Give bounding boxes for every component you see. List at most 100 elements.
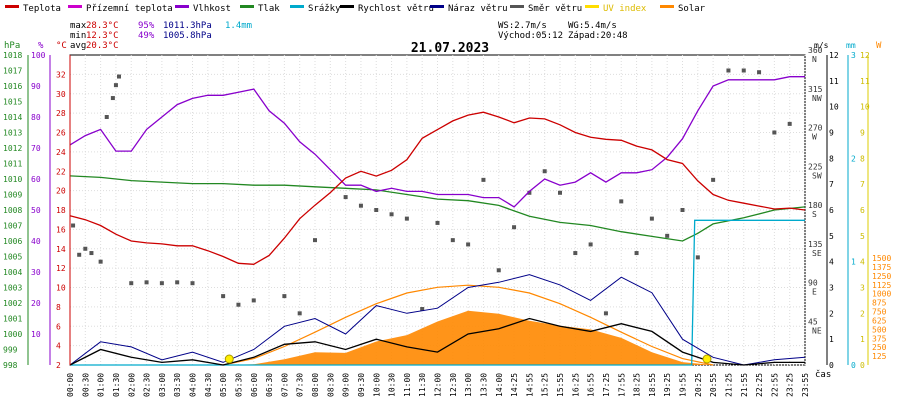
wind-dir-dot <box>282 294 287 299</box>
solar-tick-label: 1125 <box>872 281 891 290</box>
solar-tick-label: 1000 <box>872 290 891 299</box>
solar-axis-unit: W <box>876 41 882 51</box>
sunrise-info: Východ:05:12 <box>498 31 563 41</box>
x-tick-label: 16:25 <box>571 373 580 397</box>
x-tick-label: 19:25 <box>663 373 672 397</box>
stat-min-pressure: 1005.8hPa <box>163 31 212 41</box>
wind-speed-info: WS:2.7m/s <box>498 21 547 31</box>
wind-dir-dot <box>695 255 700 260</box>
x-axis-unit: čas <box>815 369 831 380</box>
rain-line <box>70 219 805 366</box>
wind-dir-dot <box>542 169 547 174</box>
solar-tick-label: 875 <box>872 299 887 308</box>
hpa-tick-label: 1009 <box>3 191 22 200</box>
ms-tick-label: 3 <box>829 284 834 293</box>
x-tick-label: 00:00 <box>66 373 75 397</box>
temp-tick-label: 28 <box>56 109 66 118</box>
legend-label: Srážky <box>308 4 341 14</box>
legend-label: Teplota <box>23 4 61 14</box>
wind-dir-tick-label: NW <box>812 94 822 103</box>
temp-tick-label: 16 <box>56 225 66 234</box>
solar-tick-label: 625 <box>872 316 887 325</box>
x-tick-label: 04:30 <box>204 373 213 397</box>
wind-dir-dot <box>113 83 118 88</box>
x-tick-label: 22:25 <box>755 373 764 397</box>
x-tick-label: 02:30 <box>143 373 152 397</box>
percent-axis-unit: % <box>38 41 44 51</box>
stats-block: max 28.3°C 95% 1011.3hPa 1.4mm min 12.3°… <box>70 21 252 51</box>
wind-dir-dot <box>190 281 195 286</box>
wind-dir-dot <box>221 294 226 299</box>
legend-swatch <box>175 5 189 8</box>
wind-dir-dot <box>129 281 134 286</box>
wind-dir-dot <box>110 96 115 101</box>
wind-dir-dot <box>496 268 501 273</box>
wind-speed-line <box>69 317 805 366</box>
x-tick-label: 05:00 <box>219 373 228 397</box>
legend-swatch <box>430 5 444 8</box>
gust-line <box>69 274 806 366</box>
axes: 00:00 00:30 01:00 01:30 02:00 02:30 03:00 03:30… <box>3 41 891 397</box>
percent-tick-label: 90 <box>31 82 41 91</box>
wind-info: WS:2.7m/s WG:5.4m/s Východ:05:12 Západ:2… <box>498 21 628 41</box>
wind-dir-tick-label: NE <box>812 326 822 335</box>
hpa-axis-unit: hPa <box>4 41 20 51</box>
hpa-tick-label: 1010 <box>3 175 22 184</box>
chart-title: 21.07.2023 <box>411 41 489 56</box>
wind-dir-dot <box>297 311 302 316</box>
wind-dir-dot <box>313 238 317 243</box>
wind-dir-tick-label: SW <box>812 171 822 180</box>
wind-dir-tick-deg: 135 <box>808 240 823 249</box>
x-tick-label: 01:30 <box>112 373 121 397</box>
uv-tick-label: 3 <box>860 284 865 293</box>
legend-swatch <box>5 5 19 8</box>
wind-dir-dot <box>558 190 562 195</box>
wind-dir-dot <box>741 68 746 73</box>
stat-avg-label: avg <box>70 41 86 51</box>
percent-tick-label: 10 <box>31 330 41 339</box>
x-tick-label: 07:30 <box>296 373 305 397</box>
x-tick-label: 14:25 <box>510 373 519 397</box>
ms-tick-label: 10 <box>829 103 839 112</box>
stat-min-temp: 12.3°C <box>86 31 119 41</box>
percent-tick-label: 60 <box>31 175 41 184</box>
temp-tick-label: 26 <box>56 129 66 138</box>
stat-avg-temp: 20.3°C <box>86 41 119 51</box>
mm-axis-unit: mm <box>846 41 856 50</box>
wind-dir-dot <box>374 208 379 212</box>
temperature-line <box>69 111 806 265</box>
uv-tick-label: 2 <box>860 309 865 318</box>
temp-tick-label: 30 <box>56 90 66 99</box>
wind-dir-dot <box>358 203 363 208</box>
hpa-tick-label: 1017 <box>3 67 22 76</box>
ms-tick-label: 9 <box>829 129 834 138</box>
legend-label: UV index <box>603 4 647 14</box>
uv-tick-label: 8 <box>860 154 865 163</box>
wind-dir-dot <box>98 259 103 264</box>
legend-swatch <box>68 5 82 8</box>
legend-swatch <box>290 5 304 8</box>
x-tick-label: 16:55 <box>587 373 596 397</box>
x-tick-label: 04:00 <box>189 373 198 397</box>
x-tick-label: 18:25 <box>633 373 642 397</box>
wind-dir-dot <box>236 302 241 307</box>
wind-dir-dot <box>573 251 578 256</box>
hpa-tick-label: 1012 <box>3 144 22 153</box>
x-tick-label: 12:30 <box>449 373 458 397</box>
ms-tick-label: 1 <box>829 335 834 344</box>
stat-min-humidity: 49% <box>138 31 155 41</box>
x-tick-label: 23:55 <box>801 373 810 397</box>
hpa-tick-label: 1013 <box>3 129 22 138</box>
x-tick-label: 21:55 <box>740 373 749 397</box>
x-tick-label: 18:55 <box>648 373 657 397</box>
humidity-line <box>69 76 805 208</box>
uv-tick-label: 12 <box>860 51 870 60</box>
percent-tick-label: 100 <box>31 51 46 60</box>
wind-dir-dot <box>772 130 777 135</box>
uv-tick-label: 7 <box>860 180 865 189</box>
wind-dir-dot <box>481 177 486 182</box>
uv-tick-label: 0 <box>860 361 865 370</box>
hpa-tick-label: 1011 <box>3 160 22 169</box>
uv-tick-label: 11 <box>860 77 870 86</box>
